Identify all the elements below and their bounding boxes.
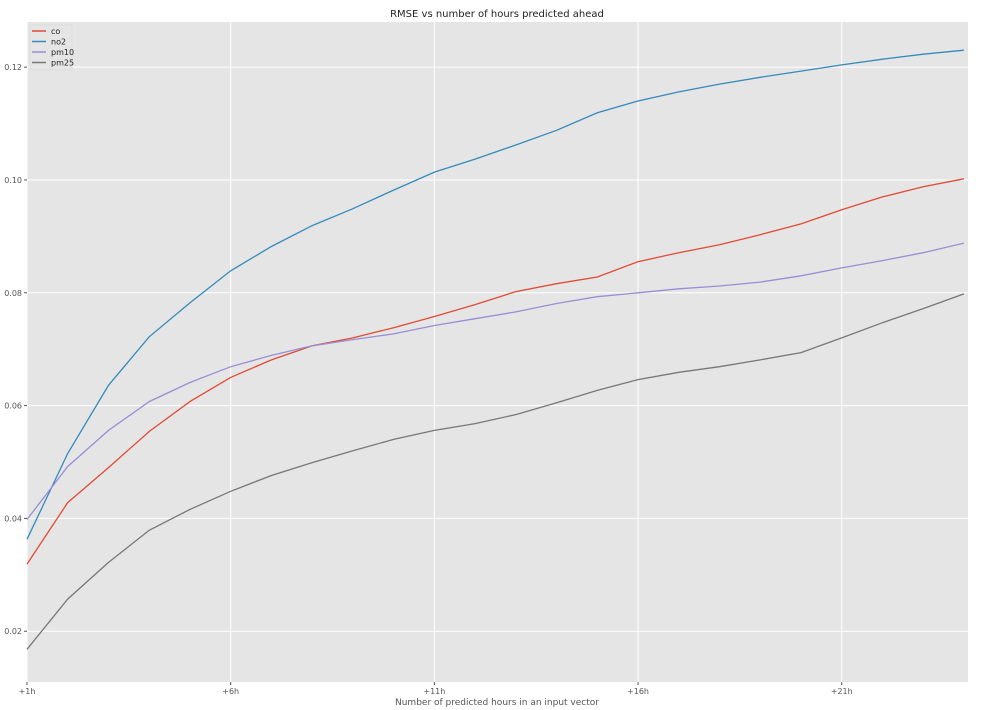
x-tick-label: +6h (222, 687, 239, 696)
y-tick-label: 0.12 (4, 63, 22, 72)
y-tick-label: 0.06 (4, 402, 22, 411)
y-tick-label: 0.08 (4, 289, 22, 298)
x-tick-label: +21h (831, 687, 853, 696)
x-tick-label: +16h (627, 687, 649, 696)
series-line-pm25 (26, 293, 965, 650)
legend-label-co: co (51, 27, 60, 36)
plot-area (27, 22, 968, 682)
grid (26, 22, 968, 682)
series-line-co (26, 178, 965, 565)
y-tick-label: 0.04 (4, 514, 22, 523)
x-axis-label: Number of predicted hours in an input ve… (395, 698, 599, 708)
y-tick-label: 0.10 (4, 176, 22, 185)
y-tick-label: 0.02 (4, 627, 22, 636)
series-line-no2 (26, 49, 964, 540)
axis-ticks: +1h +6h +11h +16h +21h 0.02 0.04 0.06 0.08 0.10 0.… (4, 63, 853, 696)
series-line-pm10 (26, 242, 965, 520)
chart-title: RMSE vs number of hours predicted ahead (390, 9, 604, 20)
legend-label-pm25: pm25 (51, 59, 74, 68)
x-tick-label: +1h (19, 687, 36, 696)
series-lines (26, 49, 965, 650)
legend-label-pm10: pm10 (51, 48, 74, 57)
x-tick-label: +11h (423, 687, 445, 696)
legend-label-no2: no2 (51, 38, 66, 47)
